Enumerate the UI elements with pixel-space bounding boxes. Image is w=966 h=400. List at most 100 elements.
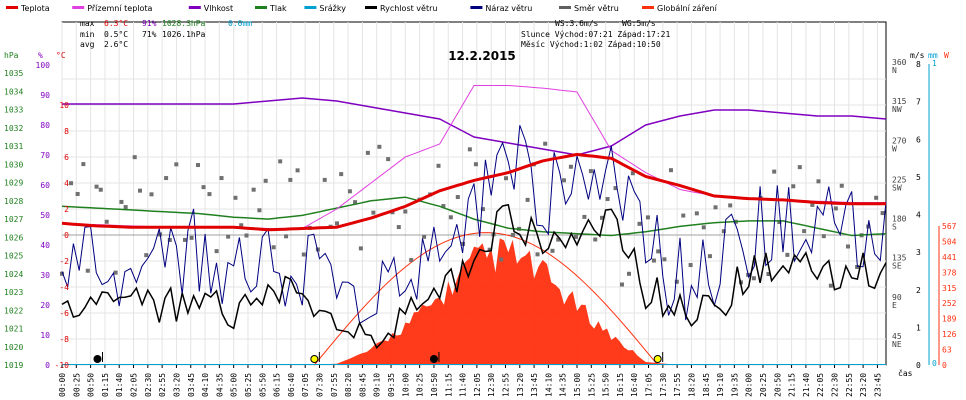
legend-swatch (304, 6, 317, 9)
humidity-tick: 30 (40, 271, 50, 280)
direction-point (335, 221, 340, 226)
direction-point (588, 169, 593, 174)
temperature-tick: -4 (59, 283, 69, 292)
direction-point (104, 219, 109, 224)
x-tick-label: 12:05 (473, 373, 482, 397)
direction-point (802, 229, 807, 234)
humidity-tick: 50 (40, 211, 50, 220)
x-tick-label: 13:20 (516, 373, 525, 397)
direction-point (371, 210, 376, 215)
radiation-tick: 126 (942, 330, 957, 339)
radiation-theoretical-curve (313, 232, 659, 366)
stat-min-press: 1026.1hPa (162, 30, 206, 39)
direction-point (662, 257, 667, 262)
direction-point (239, 223, 244, 228)
x-tick-label: 02:05 (130, 373, 139, 397)
direction-point (284, 234, 289, 239)
direction-point (207, 192, 212, 197)
pressure-tick: 1022 (4, 306, 23, 315)
x-tick-label: 11:40 (459, 373, 468, 397)
x-tick-label: 01:40 (115, 373, 124, 397)
x-tick-label: 00:25 (72, 373, 81, 397)
x-tick-label: 11:15 (444, 373, 453, 397)
direction-point (322, 177, 327, 182)
direction-point (480, 207, 485, 212)
wind-tick: 0 (916, 361, 921, 370)
direction-point (189, 235, 194, 240)
x-tick-label: 14:10 (544, 373, 553, 397)
x-tick-label: 07:55 (330, 373, 339, 397)
humidity-axis-unit: % (38, 51, 43, 60)
direction-point (75, 191, 80, 196)
pressure-tick: 1035 (4, 69, 23, 78)
moonset-marker (429, 355, 438, 363)
series-temperature (61, 152, 886, 232)
x-tick-label: 12:30 (487, 373, 496, 397)
x-tick-label: 17:30 (659, 373, 668, 397)
direction-point (233, 195, 238, 200)
pressure-tick: 1032 (4, 124, 23, 133)
direction-point (707, 254, 712, 259)
legend-swatch (470, 6, 483, 9)
x-tick-label: 08:20 (344, 373, 353, 397)
direction-point (791, 184, 796, 189)
x-tick-label: 09:10 (373, 373, 382, 397)
x-tick-label: 06:40 (287, 373, 296, 397)
humidity-tick: 40 (40, 241, 50, 250)
direction-point (409, 258, 414, 263)
pressure-tick: 1026 (4, 233, 23, 242)
direction-point (119, 199, 124, 204)
direction-point (785, 252, 790, 257)
x-tick-label: 19:10 (716, 373, 725, 397)
stat-max-press: 1028.3hPa (162, 19, 206, 28)
direction-tick-deg: 135 (892, 254, 907, 263)
direction-point (833, 206, 838, 211)
direction-point (174, 162, 179, 167)
direction-point (777, 219, 782, 224)
direction-point (288, 177, 293, 182)
pressure-axis-unit: hPa (4, 51, 19, 60)
direction-point (167, 237, 172, 242)
direction-point (874, 195, 879, 200)
direction-point (201, 185, 206, 190)
info-moon: Měsíc Východ:1:02 Západ:10:50 (521, 40, 661, 49)
pressure-tick: 1024 (4, 270, 23, 279)
direction-point (278, 159, 283, 164)
direction-point (244, 233, 249, 238)
radiation-tick: 504 (942, 237, 957, 246)
info-ws: WS:3.6m/s (555, 19, 599, 28)
direction-point (694, 211, 699, 216)
pressure-tick: 1027 (4, 215, 23, 224)
x-tick-label: 20:50 (773, 373, 782, 397)
direction-point (295, 168, 300, 173)
temperature-tick: -6 (59, 309, 69, 318)
direction-point (721, 229, 726, 234)
direction-point (543, 141, 548, 146)
x-tick-label: 23:45 (873, 373, 882, 397)
legend-label: Směr větru (574, 4, 619, 13)
wind-tick: 2 (916, 286, 921, 295)
x-tick-label: 07:05 (301, 373, 310, 397)
humidity-tick: 10 (40, 331, 50, 340)
direction-point (855, 264, 860, 269)
direction-point (467, 147, 472, 152)
direction-tick-label: E (892, 301, 897, 310)
direction-point (701, 225, 706, 230)
direction-point (339, 172, 344, 177)
x-tick-label: 02:55 (158, 373, 167, 397)
x-tick-label: 09:35 (387, 373, 396, 397)
legend-swatch (365, 6, 377, 9)
pressure-tick: 1021 (4, 325, 23, 334)
stat-max-rain: 0.0mm (228, 19, 252, 28)
x-tick-label: 12:55 (501, 373, 510, 397)
direction-point (60, 271, 64, 276)
humidity-tick: 90 (40, 91, 50, 100)
x-tick-label: 22:05 (816, 373, 825, 397)
direction-point (681, 213, 686, 218)
direction-point (600, 215, 605, 220)
legend-label: Náraz větru (485, 4, 532, 13)
legend-label: Globální záření (657, 4, 718, 13)
stat-max-hum: 91% (142, 19, 157, 28)
x-tick-label: 08:45 (358, 373, 367, 397)
temperature-tick: 8 (64, 127, 69, 136)
